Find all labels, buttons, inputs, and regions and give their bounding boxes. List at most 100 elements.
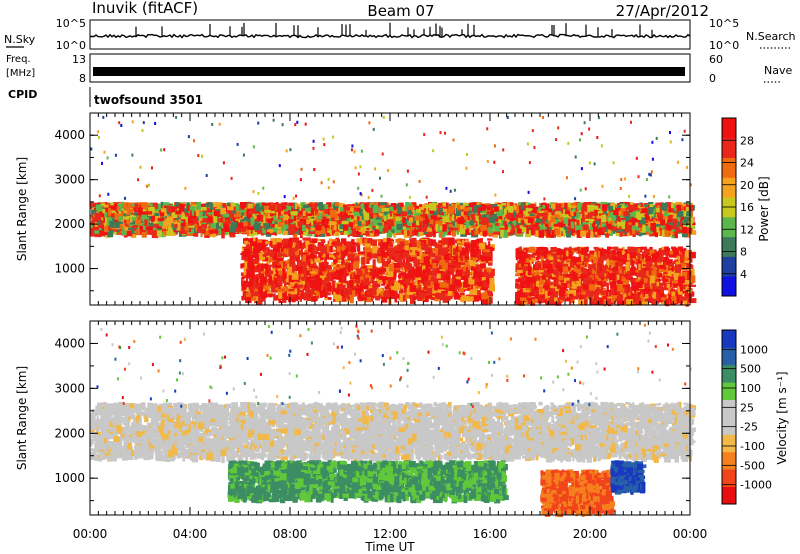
echo-cell xyxy=(517,202,521,208)
echo-cell xyxy=(176,217,179,220)
echo-cell xyxy=(266,213,270,219)
echo-cell xyxy=(210,223,216,230)
freq-unit-label: [MHz] xyxy=(6,68,35,79)
echo-cell xyxy=(416,228,420,237)
echo-cell xyxy=(231,207,237,214)
echo-cell xyxy=(461,209,468,218)
echo-cell xyxy=(539,211,545,215)
echo-cell xyxy=(625,217,630,222)
echo-cell xyxy=(555,214,560,218)
echo-cell xyxy=(101,222,108,226)
echo-cell xyxy=(383,216,387,222)
echo-cell xyxy=(635,219,642,227)
echo-cell xyxy=(343,208,348,214)
echo-cell xyxy=(392,208,399,214)
echo-cell xyxy=(603,212,607,214)
echo-cell xyxy=(362,208,367,214)
echo-cell xyxy=(269,205,276,210)
echo-cell xyxy=(542,205,546,211)
echo-cell xyxy=(297,214,302,218)
echo-cell xyxy=(240,219,244,223)
echo-cell xyxy=(100,203,106,207)
echo-cell xyxy=(103,204,109,208)
echo-cell xyxy=(147,206,155,214)
echo-cell xyxy=(147,203,153,207)
echo-cell xyxy=(350,217,354,226)
echo-cell xyxy=(167,227,175,235)
echo-cell xyxy=(661,202,668,211)
echo-cell xyxy=(348,228,356,236)
echo-cell xyxy=(153,221,161,224)
echo-cell xyxy=(491,220,495,229)
echo-cell xyxy=(159,211,164,217)
echo-cell xyxy=(668,206,674,214)
echo-cell xyxy=(476,222,479,226)
echo-cell xyxy=(307,203,313,207)
echo-cell xyxy=(412,223,418,228)
echo-cell xyxy=(411,206,415,213)
echo-cell xyxy=(653,218,656,223)
echo-cell xyxy=(130,214,137,220)
echo-cell xyxy=(580,230,586,237)
station-title: Inuvik (fitACF) xyxy=(92,0,198,17)
echo-cell xyxy=(645,210,650,217)
echo-cell xyxy=(127,202,135,208)
echo-cell xyxy=(438,217,442,223)
echo-cell xyxy=(344,215,352,219)
echo-cell xyxy=(620,208,625,216)
echo-cell xyxy=(269,213,276,217)
echo-cell xyxy=(540,203,544,209)
echo-cell xyxy=(326,230,331,236)
echo-cell xyxy=(367,202,370,208)
echo-cell xyxy=(399,215,404,218)
echo-cell xyxy=(525,215,528,222)
nsky-panel: 10^5 10^0 10^5 10^0 N.Sky N.Search xyxy=(4,17,796,52)
echo-cell xyxy=(237,230,242,233)
echo-cell xyxy=(284,220,288,229)
echo-cell xyxy=(560,220,566,223)
echo-cell xyxy=(681,206,686,210)
echo-cell xyxy=(324,204,329,210)
echo-cell xyxy=(133,207,137,211)
echo-cell xyxy=(115,221,121,229)
echo-cell xyxy=(161,217,164,224)
echo-cell xyxy=(435,208,441,212)
echo-cell xyxy=(665,202,673,208)
echo-cell xyxy=(588,223,596,230)
echo-cell xyxy=(506,202,511,210)
echo-cell xyxy=(107,230,114,238)
echo-cell xyxy=(303,204,310,209)
echo-cell xyxy=(121,227,125,231)
echo-cell xyxy=(355,205,361,208)
echo-cell xyxy=(410,208,413,214)
echo-cell xyxy=(411,202,417,205)
echo-cell xyxy=(264,205,269,214)
echo-cell xyxy=(496,230,499,234)
freq-band xyxy=(93,67,685,76)
echo-cell xyxy=(519,220,524,225)
echo-cell xyxy=(334,202,340,206)
echo-cell xyxy=(224,214,231,221)
echo-cell xyxy=(452,230,455,236)
echo-cell xyxy=(571,204,576,212)
echo-cell xyxy=(186,213,190,218)
echo-cell xyxy=(582,213,585,219)
echo-cell xyxy=(272,220,279,225)
echo-cell xyxy=(204,207,211,214)
echo-cell xyxy=(239,209,247,213)
echo-cell xyxy=(267,226,274,229)
echo-cell xyxy=(381,206,384,213)
echo-cell xyxy=(354,219,360,227)
echo-cell xyxy=(186,220,194,224)
echo-cell xyxy=(255,222,261,230)
echo-cell xyxy=(503,221,507,226)
echo-cell xyxy=(477,228,482,232)
echo-cell xyxy=(439,230,443,238)
echo-cell xyxy=(139,230,145,235)
echo-cell xyxy=(506,229,514,235)
echo-cell xyxy=(418,221,423,225)
echo-cell xyxy=(150,215,155,223)
echo-cell xyxy=(529,204,536,207)
echo-cell xyxy=(104,225,109,233)
echo-cell xyxy=(299,203,302,211)
